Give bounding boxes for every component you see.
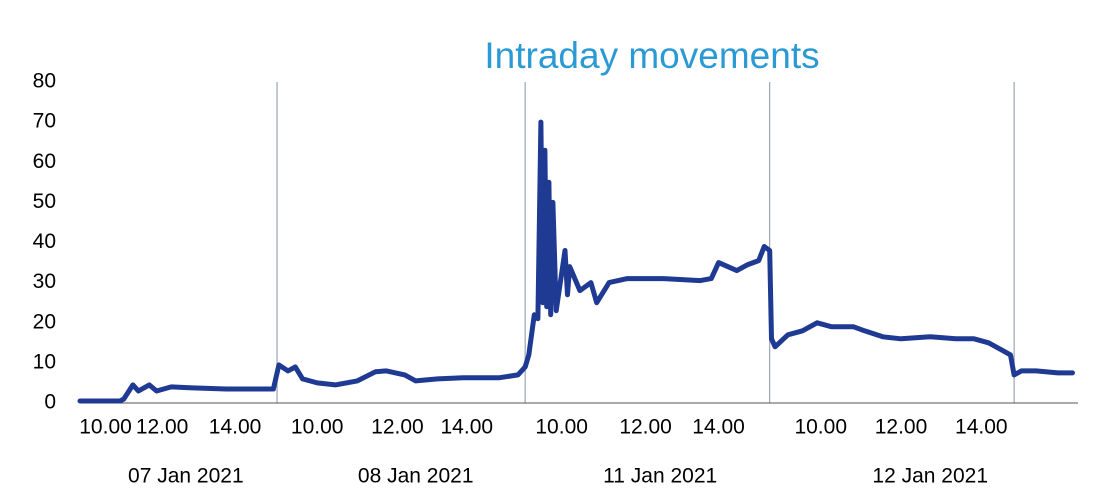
y-tick-label: 10 — [33, 350, 56, 373]
x-tick-label: 12.00 — [136, 416, 189, 439]
y-tick-label: 50 — [33, 190, 56, 213]
y-tick-label: 0 — [44, 391, 56, 414]
x-tick-label: 12.00 — [875, 416, 928, 439]
x-tick-label: 14.00 — [692, 416, 745, 439]
day-label: 12 Jan 2021 — [872, 465, 988, 488]
y-tick-label: 20 — [33, 310, 56, 333]
y-tick-label: 30 — [33, 270, 56, 293]
y-tick-label: 60 — [33, 150, 56, 173]
series-line — [77, 119, 1075, 404]
x-tick-label: 10.00 — [535, 416, 588, 439]
x-tick-label: 10.00 — [794, 416, 847, 439]
chart-title: Intraday movements — [484, 35, 819, 76]
y-tick-label: 80 — [33, 70, 56, 93]
x-tick-label: 10.00 — [291, 416, 344, 439]
x-tick-label: 14.00 — [441, 416, 494, 439]
day-label: 11 Jan 2021 — [603, 465, 717, 488]
y-tick-label: 70 — [33, 110, 56, 133]
y-tick-label: 40 — [33, 230, 56, 253]
day-label: 07 Jan 2021 — [128, 465, 244, 488]
x-tick-label: 14.00 — [955, 416, 1008, 439]
day-label: 08 Jan 2021 — [358, 465, 474, 488]
x-tick-label: 10.00 — [79, 416, 132, 439]
x-tick-label: 12.00 — [371, 416, 424, 439]
x-tick-label: 14.00 — [209, 416, 262, 439]
x-tick-label: 12.00 — [619, 416, 672, 439]
